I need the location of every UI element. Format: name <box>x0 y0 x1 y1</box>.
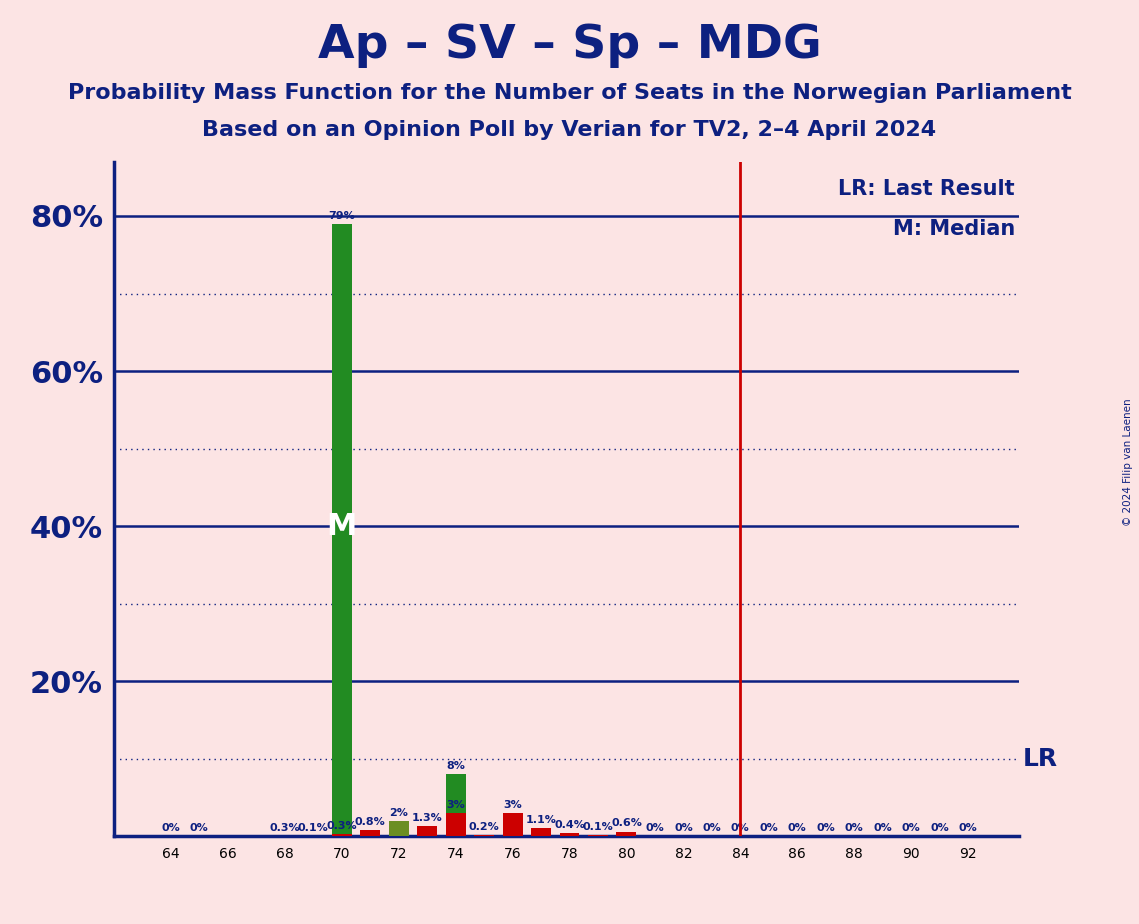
Text: 0%: 0% <box>902 823 920 833</box>
Text: 0%: 0% <box>190 823 208 833</box>
Text: 0.1%: 0.1% <box>298 823 328 833</box>
Text: 0%: 0% <box>162 823 180 833</box>
Text: 0.3%: 0.3% <box>270 823 300 833</box>
Text: 0%: 0% <box>845 823 863 833</box>
Text: 3%: 3% <box>446 800 465 809</box>
Text: 0%: 0% <box>788 823 806 833</box>
Bar <box>559 833 580 836</box>
Text: 79%: 79% <box>328 211 355 221</box>
Text: 3%: 3% <box>503 800 522 809</box>
Bar <box>474 834 494 836</box>
Text: 1.1%: 1.1% <box>525 815 557 824</box>
Text: LR: Last Result: LR: Last Result <box>838 178 1015 199</box>
Bar <box>331 833 352 836</box>
Text: Probability Mass Function for the Number of Seats in the Norwegian Parliament: Probability Mass Function for the Number… <box>67 83 1072 103</box>
Text: 0.3%: 0.3% <box>327 821 357 831</box>
Text: 0%: 0% <box>646 823 664 833</box>
Text: 0%: 0% <box>817 823 835 833</box>
Text: 8%: 8% <box>446 761 465 772</box>
Bar <box>502 813 523 836</box>
Text: M: Median: M: Median <box>893 219 1015 239</box>
Text: LR: LR <box>1022 747 1057 771</box>
Text: 0%: 0% <box>703 823 721 833</box>
Bar <box>360 830 380 836</box>
Text: 0.1%: 0.1% <box>583 822 613 833</box>
Text: 0%: 0% <box>874 823 892 833</box>
Text: 1.3%: 1.3% <box>412 813 442 823</box>
Bar <box>417 826 437 836</box>
Text: M: M <box>327 512 357 541</box>
Text: 0%: 0% <box>760 823 778 833</box>
Text: Ap – SV – Sp – MDG: Ap – SV – Sp – MDG <box>318 23 821 68</box>
Text: Based on an Opinion Poll by Verian for TV2, 2–4 April 2024: Based on an Opinion Poll by Verian for T… <box>203 120 936 140</box>
Text: 0.2%: 0.2% <box>469 821 499 832</box>
Text: 0.6%: 0.6% <box>611 819 642 829</box>
Bar <box>445 774 466 836</box>
Bar <box>388 821 409 836</box>
Text: 2%: 2% <box>390 808 408 818</box>
Text: 0%: 0% <box>731 823 749 833</box>
Bar <box>616 832 637 836</box>
Text: 0.4%: 0.4% <box>554 820 585 830</box>
Bar <box>531 828 551 836</box>
Text: © 2024 Filip van Laenen: © 2024 Filip van Laenen <box>1123 398 1132 526</box>
Bar <box>331 224 352 836</box>
Text: 0.8%: 0.8% <box>355 817 385 827</box>
Text: 0%: 0% <box>959 823 977 833</box>
Bar <box>445 813 466 836</box>
Text: 0%: 0% <box>674 823 693 833</box>
Text: 0%: 0% <box>931 823 949 833</box>
